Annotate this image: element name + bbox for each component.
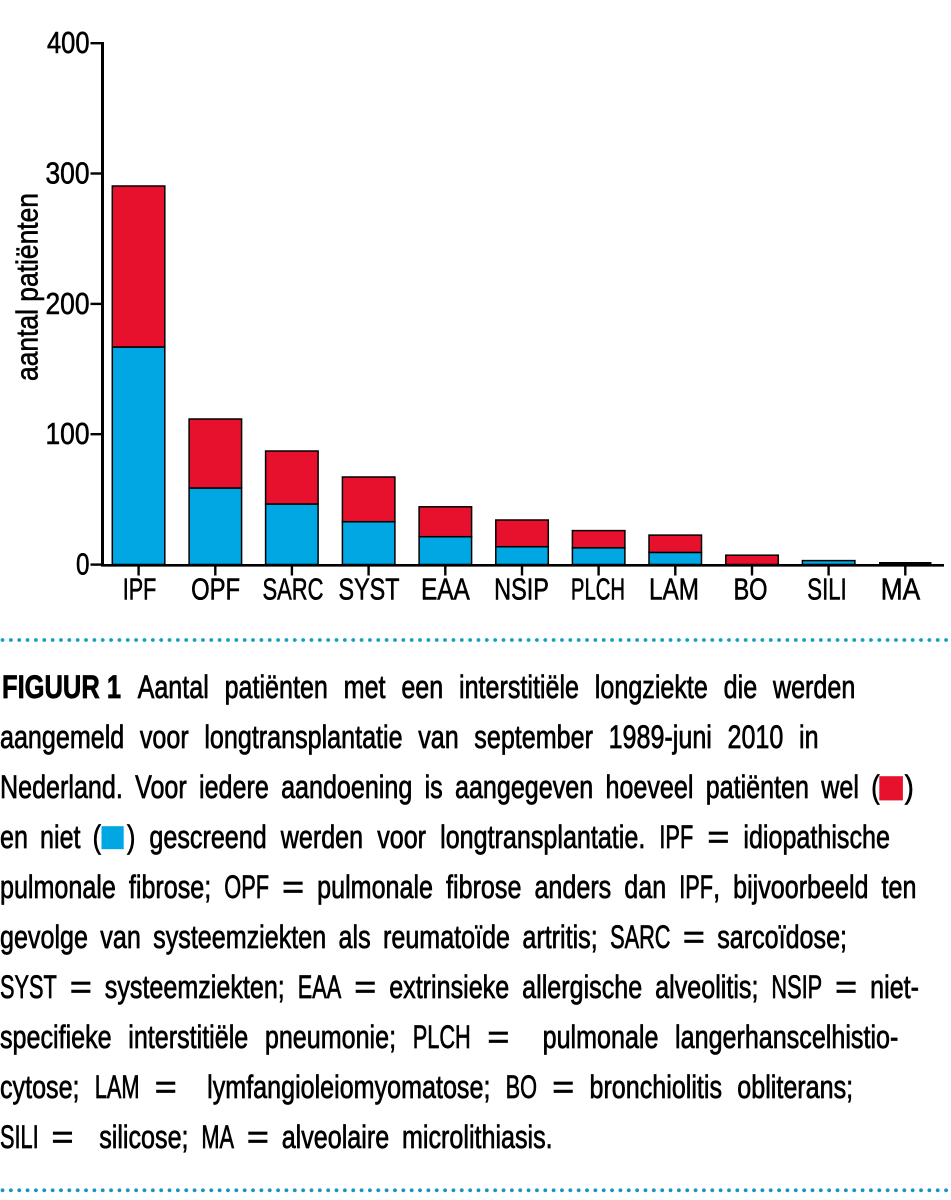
svg-text:aangemeld voor longtransplanta: aangemeld voor longtransplantatie van se… [0, 720, 819, 756]
svg-text:SYST: SYST [339, 572, 400, 607]
svg-text:specifieke interstitiële pneum: specifieke interstitiële pneumonie; PLCH… [0, 1020, 898, 1056]
svg-text:100: 100 [46, 416, 90, 451]
svg-text:SILI: SILI [807, 572, 846, 607]
svg-text:SILI = silicose; MA = alveola: SILI = silicose; MA = alveolaire microli… [0, 1120, 553, 1156]
svg-text:OPF: OPF [191, 572, 240, 607]
svg-text:gevolge van systeemziekten als: gevolge van systeemziekten als reumatoïd… [0, 920, 847, 956]
svg-text:0: 0 [76, 547, 90, 582]
svg-text:PLCH: PLCH [571, 572, 625, 607]
svg-text:LAM: LAM [649, 572, 699, 607]
svg-text:NSIP: NSIP [494, 572, 549, 607]
svg-text:): ) [905, 769, 914, 805]
svg-text:en niet (: en niet ( [0, 820, 101, 856]
svg-text:400: 400 [47, 25, 90, 60]
svg-text:Nederland. Voor iedere aandoen: Nederland. Voor iedere aandoening is aan… [0, 770, 880, 806]
svg-text:BO: BO [733, 572, 767, 607]
svg-text:EAA: EAA [421, 572, 470, 607]
svg-text:) gescreend werden voor longtr: ) gescreend werden voor longtransplantat… [127, 820, 890, 856]
svg-text:300: 300 [46, 156, 90, 191]
svg-text:IPF: IPF [123, 572, 157, 607]
svg-text:aantal patiënten: aantal patiënten [9, 193, 44, 381]
svg-text:200: 200 [46, 286, 90, 321]
svg-text:pulmonale fibrose; OPF = pulmo: pulmonale fibrose; OPF = pulmonale fibro… [0, 870, 916, 906]
svg-text:SARC: SARC [263, 572, 324, 607]
svg-text:Aantal patiënten met een inter: Aantal patiënten met een interstitiële l… [138, 670, 856, 706]
svg-text:MA: MA [881, 572, 921, 607]
svg-text:FIGUUR 1: FIGUUR 1 [2, 669, 121, 705]
svg-text:SYST = systeemziekten; EAA = e: SYST = systeemziekten; EAA = extrinsieke… [0, 970, 919, 1006]
svg-text:cytose; LAM = lymfangioleiomy: cytose; LAM = lymfangioleiomyomatose; BO… [0, 1070, 853, 1106]
